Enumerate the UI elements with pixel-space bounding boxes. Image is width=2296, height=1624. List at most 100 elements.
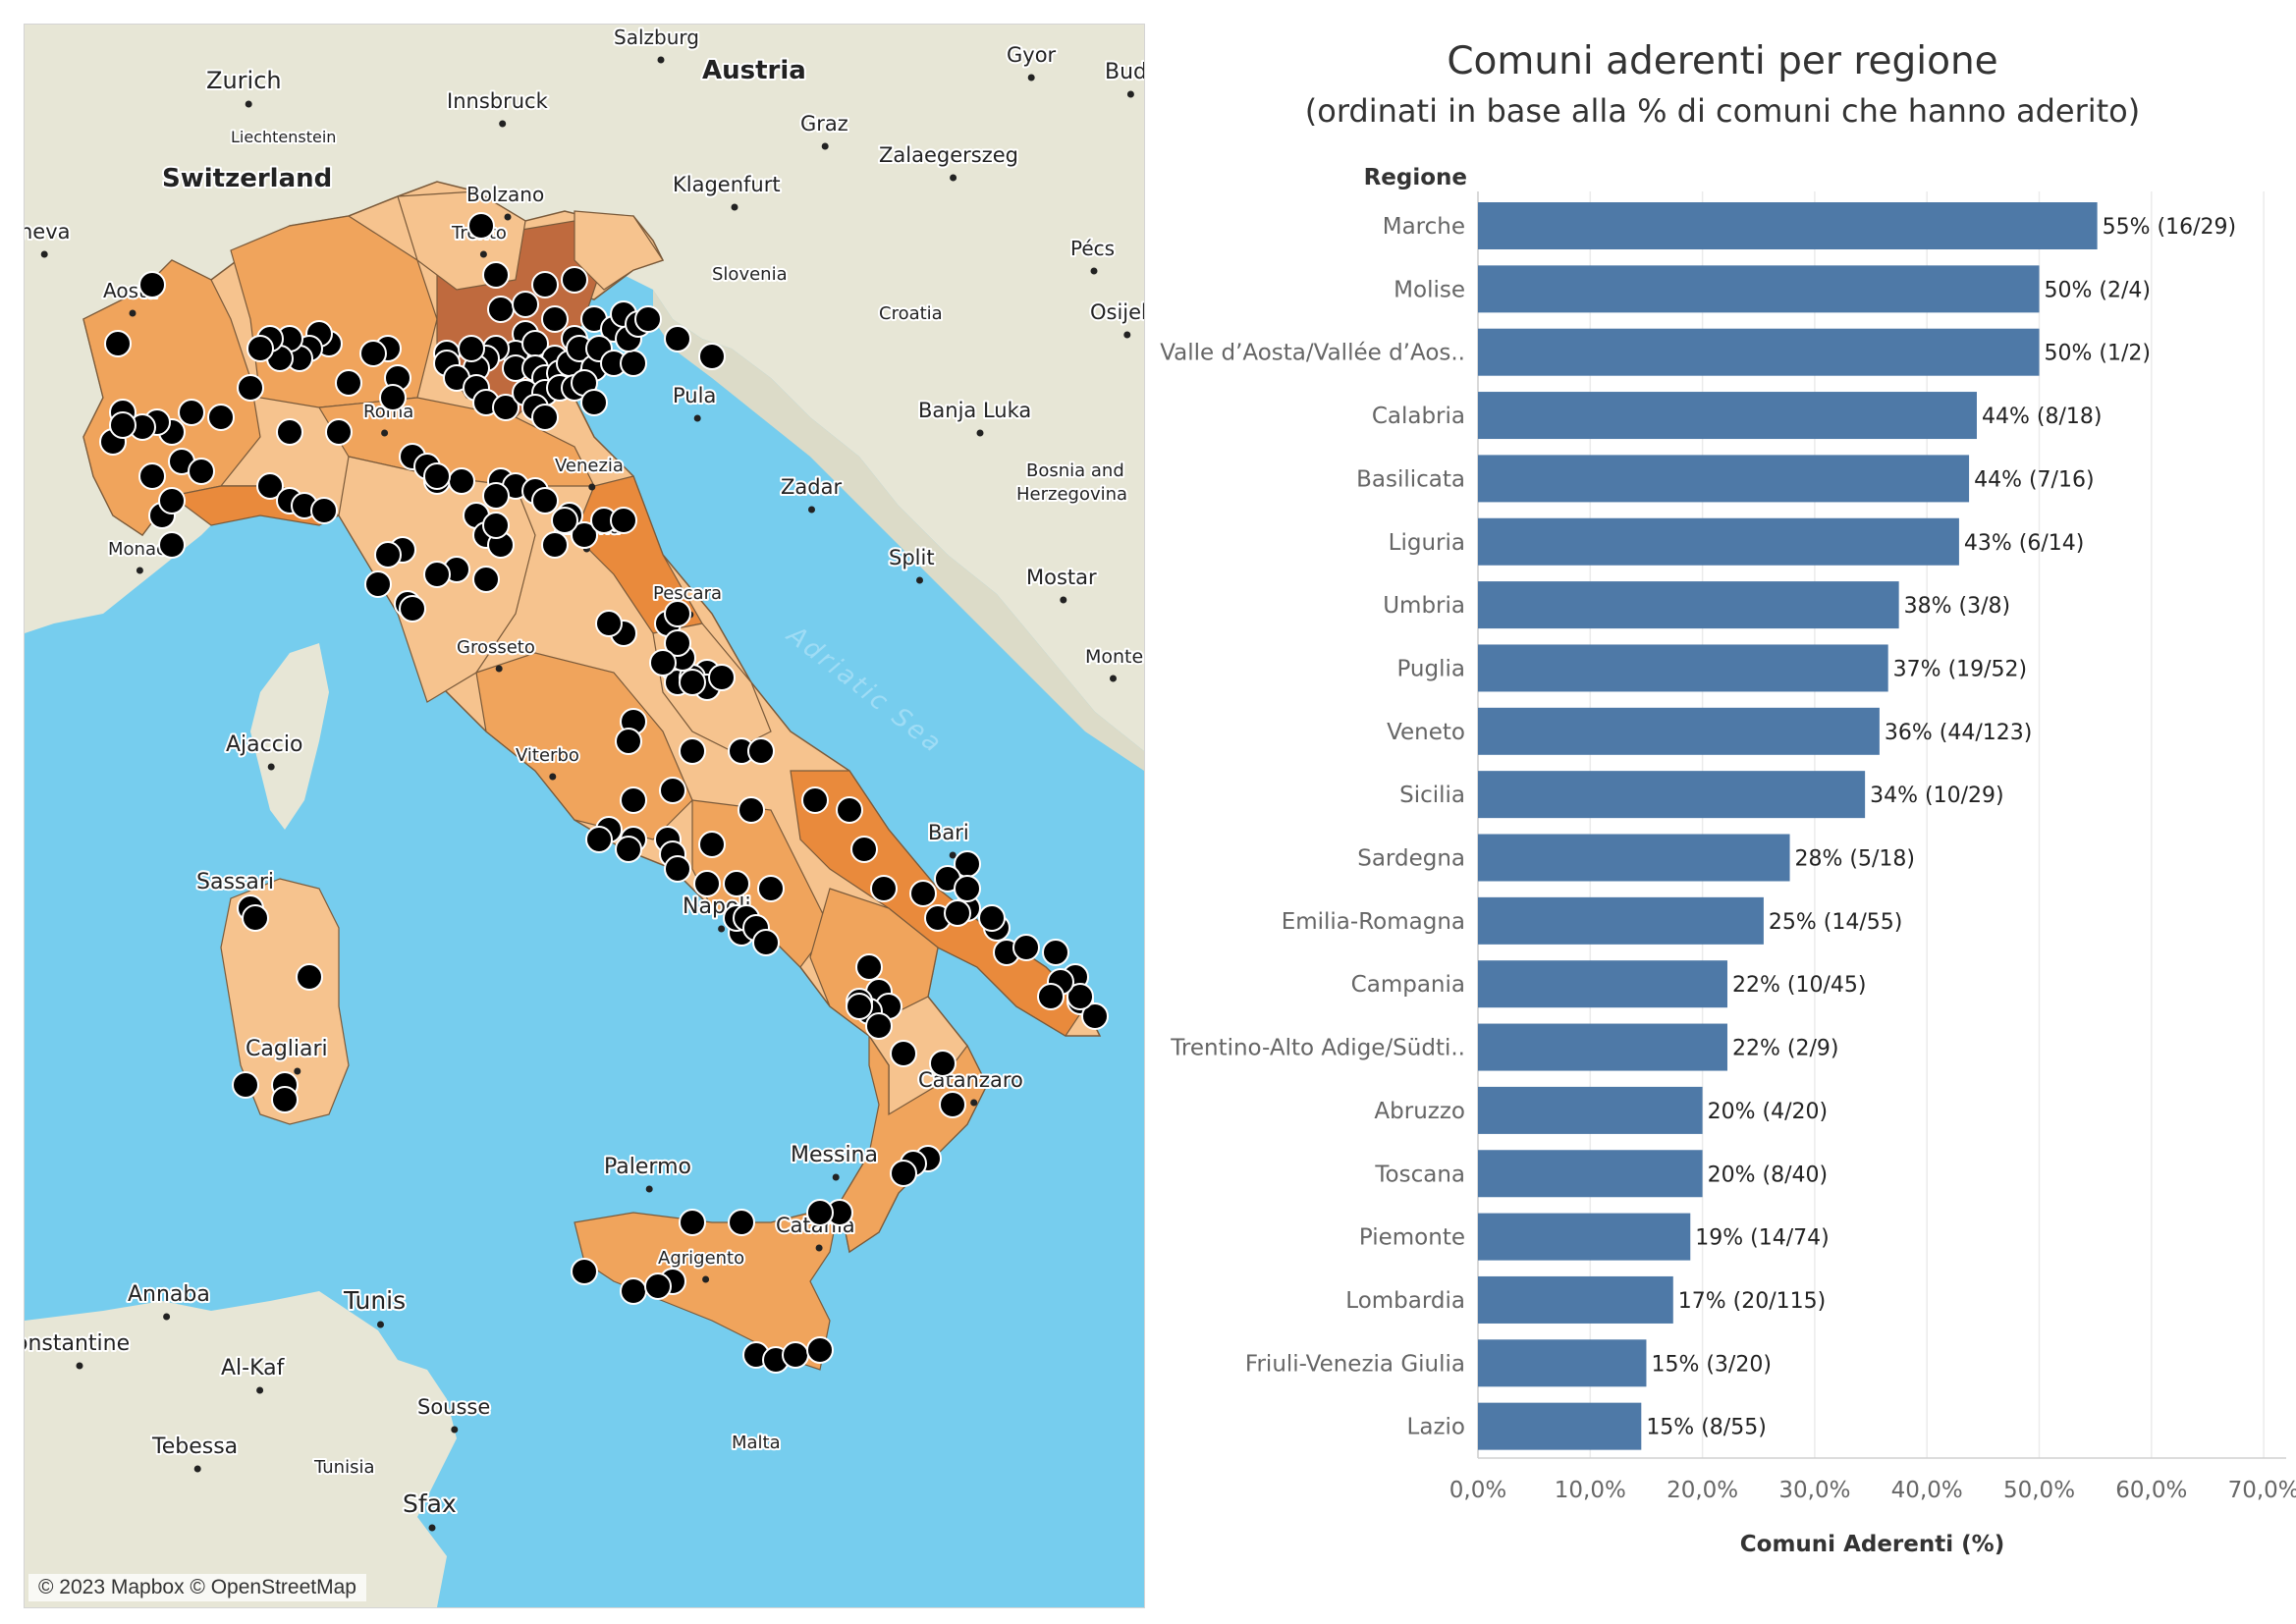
comune-marker[interactable] [138,271,166,298]
comune-marker[interactable] [571,1258,598,1285]
comune-marker[interactable] [679,737,706,765]
comune-marker[interactable] [482,261,510,289]
comune-marker[interactable] [644,1272,672,1300]
bar[interactable] [1478,517,1959,566]
comune-marker[interactable] [679,1209,706,1236]
comune-marker[interactable] [728,1209,755,1236]
comune-marker[interactable] [399,595,426,623]
comune-marker[interactable] [978,904,1006,932]
comune-marker[interactable] [1081,1002,1109,1030]
bar[interactable] [1478,328,2040,376]
bar[interactable] [1478,771,1866,819]
comune-marker[interactable] [757,875,785,902]
comune-marker[interactable] [188,458,215,485]
comune-marker[interactable] [561,266,588,294]
comune-marker[interactable] [232,1071,259,1099]
comune-marker[interactable] [664,600,691,627]
comune-marker[interactable] [615,728,642,755]
comune-marker[interactable] [615,836,642,863]
comune-marker[interactable] [659,777,686,804]
comune-marker[interactable] [954,875,981,902]
comune-marker[interactable] [634,305,662,333]
bar[interactable] [1478,202,2098,249]
bar[interactable] [1478,1339,1647,1387]
comune-marker[interactable] [531,404,559,431]
comune-marker[interactable] [246,335,274,362]
comune-marker[interactable] [271,1086,299,1113]
bar[interactable] [1478,834,1790,882]
comune-marker[interactable] [620,786,647,814]
comune-marker[interactable] [664,629,691,657]
comune-marker[interactable] [664,325,691,352]
comune-marker[interactable] [909,880,937,907]
italy-map[interactable]: Switzerland Austria Slovenia Croatia Bosnia … [25,25,1144,1607]
comune-marker[interactable] [158,487,186,514]
bar[interactable] [1478,1213,1691,1261]
comune-marker[interactable] [1066,983,1094,1010]
comune-marker[interactable] [890,1040,917,1067]
comune-marker[interactable] [374,541,402,568]
comune-marker[interactable] [541,305,569,333]
map-panel[interactable]: Switzerland Austria Slovenia Croatia Bosnia … [24,24,1145,1608]
comune-marker[interactable] [929,1050,957,1077]
comune-marker[interactable] [423,462,451,490]
comune-marker[interactable] [944,899,971,927]
comune-marker[interactable] [585,826,613,853]
comune-marker[interactable] [138,462,166,490]
bar[interactable] [1478,960,1727,1008]
comune-marker[interactable] [256,472,284,500]
comune-marker[interactable] [296,963,323,991]
bar[interactable] [1478,1150,1703,1198]
comune-marker[interactable] [472,566,500,593]
comune-marker[interactable] [846,993,873,1020]
comune-marker[interactable] [359,340,387,367]
comune-marker[interactable] [158,531,186,559]
comune-marker[interactable] [242,904,269,932]
comune-marker[interactable] [708,664,736,691]
comune-marker[interactable] [487,296,515,323]
comune-marker[interactable] [109,411,137,439]
comune-marker[interactable] [178,399,205,426]
comune-marker[interactable] [870,875,898,902]
bar[interactable] [1478,896,1764,945]
bar[interactable] [1478,265,2040,313]
comune-marker[interactable] [752,929,780,956]
comune-marker[interactable] [1012,934,1040,961]
comune-marker[interactable] [448,467,475,495]
comune-marker[interactable] [571,521,598,549]
comune-marker[interactable] [325,418,353,446]
comune-marker[interactable] [237,374,264,402]
comune-marker[interactable] [467,212,495,240]
bar[interactable] [1478,644,1888,692]
comune-marker[interactable] [551,507,578,534]
comune-marker[interactable] [207,404,235,431]
comune-marker[interactable] [1037,983,1065,1010]
comune-marker[interactable] [693,870,721,897]
comune-marker[interactable] [458,335,485,362]
comune-marker[interactable] [512,291,539,318]
comune-marker[interactable] [379,384,407,411]
comune-marker[interactable] [482,482,510,510]
comune-marker[interactable] [806,1336,834,1364]
comune-marker[interactable] [855,953,883,981]
bar[interactable] [1478,581,1899,629]
comune-marker[interactable] [104,330,132,357]
comune-marker[interactable] [698,343,726,370]
comune-marker[interactable] [595,610,623,637]
comune-marker[interactable] [423,561,451,588]
comune-marker[interactable] [836,796,863,824]
bar[interactable] [1478,392,1977,440]
comune-marker[interactable] [580,389,608,416]
comune-marker[interactable] [531,487,559,514]
comune-marker[interactable] [276,418,303,446]
bar[interactable] [1478,1402,1642,1450]
bar[interactable] [1478,455,1970,503]
bar-chart[interactable]: 0,0% 10,0% 20,0% 30,0% 40,0% 50,0% 60,0% 70,0% R… [1149,0,2296,1624]
comune-marker[interactable] [782,1341,809,1369]
comune-marker[interactable] [1042,939,1069,966]
comune-marker[interactable] [610,507,637,534]
comune-marker[interactable] [482,512,510,539]
comune-marker[interactable] [679,669,706,696]
comune-marker[interactable] [806,1199,834,1226]
comune-marker[interactable] [310,497,338,524]
